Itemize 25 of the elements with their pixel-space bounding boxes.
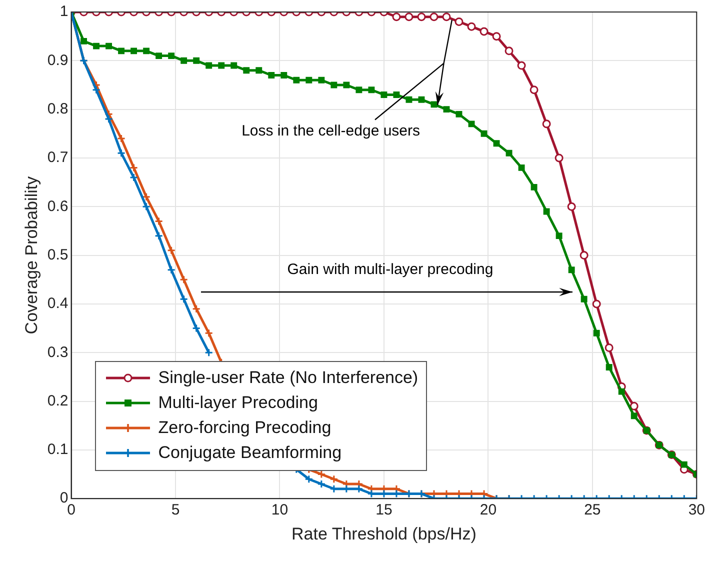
y-tick-label: 0 [60, 490, 68, 507]
y-tick-label: 0.5 [47, 246, 68, 264]
y-tick-label: 0.7 [47, 149, 68, 166]
y-tick-label: 0.2 [47, 392, 68, 410]
x-tick-label: 10 [271, 502, 288, 519]
y-tick-label: 0.4 [47, 295, 68, 312]
y-tick-label: 1 [60, 3, 68, 20]
legend-label: Multi-layer Precoding [158, 393, 318, 414]
x-tick-label: 20 [480, 502, 497, 519]
x-tick-label: 30 [688, 502, 705, 519]
legend-label: Conjugate Beamforming [158, 443, 342, 464]
y-tick-label: 0.3 [47, 344, 68, 361]
x-tick-label: 15 [376, 502, 392, 519]
annotation: Gain with multi-layer precoding [287, 261, 494, 278]
legend-label: Single-user Rate (No Interference) [158, 368, 418, 388]
y-tick-label: 0.6 [47, 198, 68, 215]
annotation: Loss in the cell-edge users [242, 122, 420, 140]
y-tick-label: 0.9 [47, 52, 68, 69]
x-tick-label: 5 [171, 502, 180, 519]
x-axis-title: Rate Threshold (bps/Hz) [292, 524, 476, 544]
legend-label: Zero-forcing Precoding [158, 418, 332, 438]
x-tick-label: 25 [584, 502, 601, 519]
y-axis-title: Coverage Probability [22, 176, 41, 334]
y-tick-label: 0.8 [47, 100, 68, 118]
y-tick-label: 0.1 [47, 441, 68, 458]
